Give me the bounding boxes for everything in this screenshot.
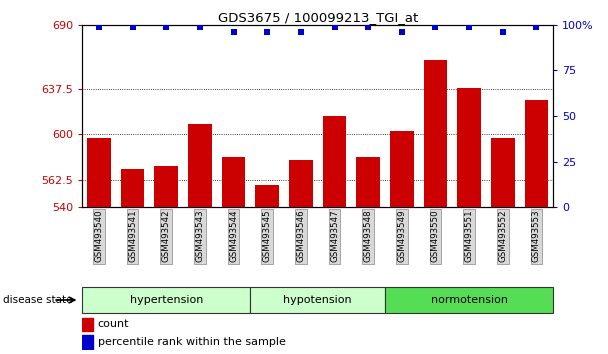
Point: [296, 29, 306, 35]
Bar: [222, 157, 245, 207]
Text: GSM493542: GSM493542: [162, 210, 171, 263]
Bar: [390, 131, 413, 207]
Bar: [188, 125, 212, 207]
Point: [498, 29, 508, 35]
Text: GSM493545: GSM493545: [263, 210, 272, 263]
FancyBboxPatch shape: [250, 287, 385, 313]
Bar: [154, 166, 178, 207]
Text: normotension: normotension: [430, 295, 508, 305]
Point: [430, 24, 440, 29]
Point: [465, 24, 474, 29]
Text: GSM493541: GSM493541: [128, 210, 137, 263]
Bar: [289, 160, 313, 207]
Text: GSM493540: GSM493540: [94, 210, 103, 263]
Text: GSM493546: GSM493546: [296, 210, 305, 263]
Bar: [255, 185, 279, 207]
FancyBboxPatch shape: [82, 287, 250, 313]
Point: [128, 24, 137, 29]
Text: GSM493553: GSM493553: [532, 210, 541, 263]
Text: hypertension: hypertension: [130, 295, 203, 305]
Bar: [323, 116, 347, 207]
Title: GDS3675 / 100099213_TGI_at: GDS3675 / 100099213_TGI_at: [218, 11, 418, 24]
Bar: [82, 335, 93, 349]
Text: percentile rank within the sample: percentile rank within the sample: [98, 337, 286, 347]
Text: GSM493550: GSM493550: [431, 210, 440, 263]
Text: count: count: [98, 319, 129, 329]
Bar: [121, 170, 144, 207]
Bar: [491, 138, 514, 207]
Bar: [457, 88, 481, 207]
Point: [531, 24, 541, 29]
Text: GSM493543: GSM493543: [195, 210, 204, 263]
Point: [161, 24, 171, 29]
FancyBboxPatch shape: [385, 287, 553, 313]
Text: GSM493551: GSM493551: [465, 210, 474, 263]
Text: GSM493547: GSM493547: [330, 210, 339, 263]
Text: disease state: disease state: [3, 295, 72, 305]
Text: GSM493552: GSM493552: [499, 210, 507, 263]
Text: GSM493544: GSM493544: [229, 210, 238, 263]
Bar: [525, 100, 548, 207]
Point: [195, 24, 205, 29]
Point: [229, 29, 238, 35]
Bar: [356, 157, 380, 207]
Point: [262, 29, 272, 35]
Point: [397, 29, 407, 35]
Bar: [424, 60, 447, 207]
Bar: [87, 138, 111, 207]
Text: hypotension: hypotension: [283, 295, 352, 305]
Text: GSM493548: GSM493548: [364, 210, 373, 263]
Point: [94, 24, 104, 29]
Text: GSM493549: GSM493549: [397, 210, 406, 262]
Point: [330, 24, 339, 29]
Bar: [82, 318, 93, 331]
Point: [364, 24, 373, 29]
